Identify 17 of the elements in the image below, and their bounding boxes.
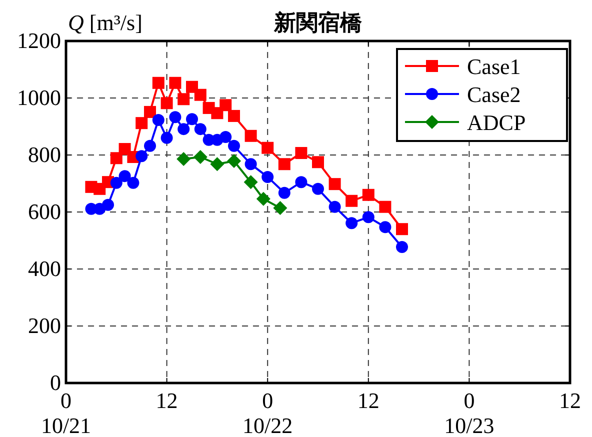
x-tick-label: 12 xyxy=(156,388,178,413)
y-tick-label: 0 xyxy=(50,370,61,395)
x-tick-label: 0 10/22 xyxy=(242,388,293,437)
x-tick-label: 12 xyxy=(357,388,380,413)
y-tick-label: 600 xyxy=(28,199,61,224)
legend-label: Case2 xyxy=(467,82,521,107)
y-tick-label: 800 xyxy=(28,142,61,167)
x-tick-label: 0 10/23 xyxy=(444,388,494,437)
y-tick-label: 400 xyxy=(28,256,61,281)
y-tick-label: 200 xyxy=(28,313,61,338)
legend-label: ADCP xyxy=(467,110,526,135)
y-tick-label: 1200 xyxy=(17,28,61,53)
y-axis-title: Q [m³/s] xyxy=(68,10,142,35)
y-tick-label: 1000 xyxy=(17,85,61,110)
chart-title: 新関宿橋 xyxy=(273,10,363,36)
x-tick-label: 12 xyxy=(559,388,581,413)
legend-label: Case1 xyxy=(467,54,521,79)
